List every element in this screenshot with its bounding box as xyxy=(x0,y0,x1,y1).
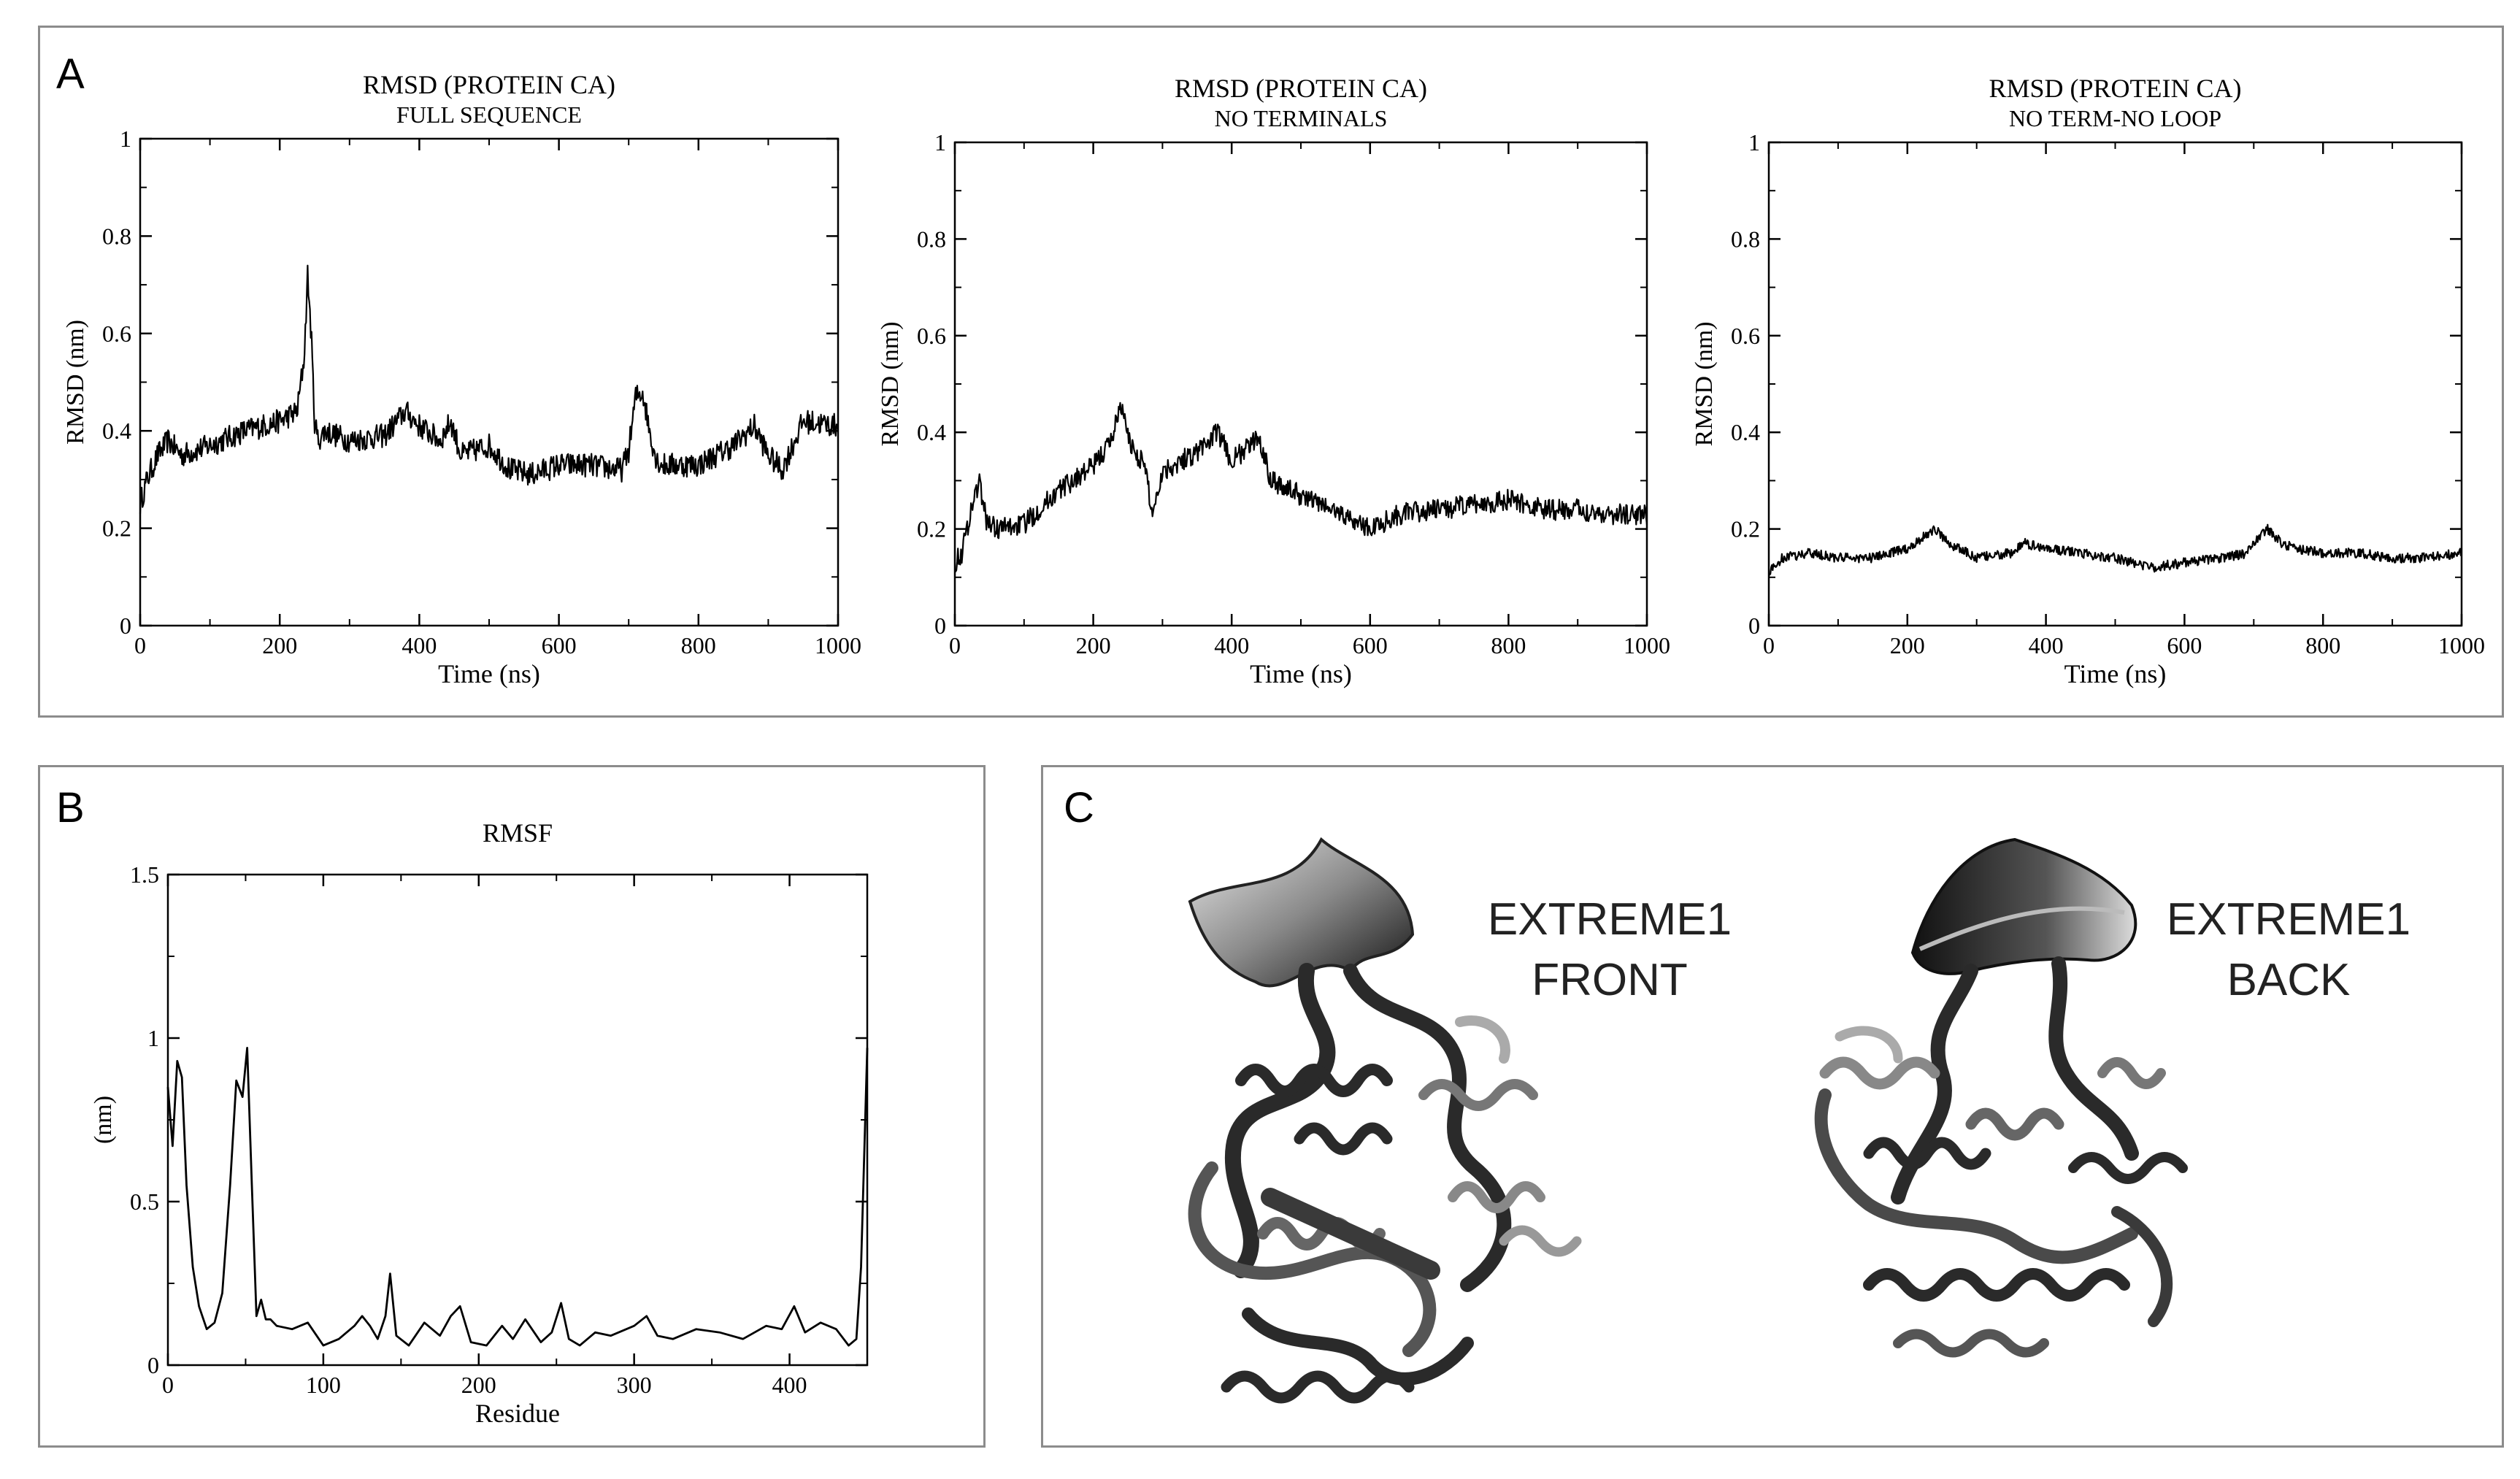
y-tick-label: 1 xyxy=(1748,129,1760,155)
chart-rmsf: 0 100 200 300 400 0 0.5 1 1.5 RMSF Residue (nm) xyxy=(90,818,869,1428)
y-tick-label: 0 xyxy=(120,612,131,639)
y-tick-label: 0.8 xyxy=(1731,226,1760,252)
x-tick-label: 300 xyxy=(617,1372,652,1398)
x-axis-label: Residue xyxy=(475,1399,560,1428)
y-axis-label: RMSD (nm) xyxy=(1691,322,1718,447)
x-tick-label: 400 xyxy=(2029,632,2064,658)
x-axis-label: Time (ns) xyxy=(438,659,540,688)
chart-rmsd_full: 0 200 400 600 800 1000 0 0.2 0.4 0.6 0.8 1 RMSD (PRO… xyxy=(62,70,861,688)
y-tick-label: 1 xyxy=(934,129,946,155)
series-line xyxy=(166,1047,869,1347)
front-flap xyxy=(1188,837,1415,988)
y-tick-label: 0.2 xyxy=(1731,516,1760,542)
back-label-line1: EXTREME1 xyxy=(2167,894,2410,945)
x-tick-label: 0 xyxy=(162,1372,174,1398)
x-tick-label: 0 xyxy=(949,632,961,658)
y-tick-label: 0.8 xyxy=(102,223,131,249)
x-tick-label: 600 xyxy=(1353,632,1388,658)
structure-front: EXTREME1 FRONT xyxy=(1188,837,1732,1404)
y-tick-label: 0.6 xyxy=(102,320,131,347)
x-tick-label: 600 xyxy=(2167,632,2202,658)
panel-b-letter: B xyxy=(56,784,85,831)
y-tick-label: 1 xyxy=(147,1025,159,1051)
y-tick-label: 0.4 xyxy=(917,419,946,445)
x-tick-label: 800 xyxy=(681,632,716,658)
series-line xyxy=(954,402,1648,572)
y-tick-label: 0.6 xyxy=(1731,323,1760,349)
panel-b: B xyxy=(38,765,986,1448)
x-axis-label: Time (ns) xyxy=(1250,659,1352,688)
back-flap xyxy=(1910,837,2137,975)
structure-back: EXTREME1 BACK xyxy=(1814,837,2410,1358)
y-tick-label: 1.5 xyxy=(130,861,159,888)
y-tick-label: 0.4 xyxy=(1731,419,1760,445)
y-axis-label: (nm) xyxy=(90,1096,117,1144)
x-tick-label: 600 xyxy=(542,632,577,658)
chart-title: RMSD (PROTEIN CA) xyxy=(1175,74,1427,103)
x-axis-label: Time (ns) xyxy=(2064,659,2167,688)
x-tick-label: 1000 xyxy=(1624,632,1670,658)
series-line xyxy=(139,264,840,514)
x-tick-label: 1000 xyxy=(815,632,861,658)
front-label-line1: EXTREME1 xyxy=(1488,894,1732,945)
x-tick-label: 800 xyxy=(2305,632,2340,658)
x-tick-label: 200 xyxy=(262,632,297,658)
x-tick-label: 400 xyxy=(772,1372,807,1398)
x-tick-label: 200 xyxy=(461,1372,496,1398)
series-line xyxy=(1767,523,2463,577)
panel-a: A xyxy=(38,26,2504,718)
y-axis-label: RMSD (nm) xyxy=(62,320,89,445)
x-tick-label: 200 xyxy=(1890,632,1925,658)
y-tick-label: 0.8 xyxy=(917,226,946,252)
panel-a-letter: A xyxy=(56,50,85,98)
y-tick-label: 0.4 xyxy=(102,418,131,444)
y-tick-label: 0 xyxy=(1748,612,1760,639)
y-tick-label: 0.6 xyxy=(917,323,946,349)
x-tick-label: 0 xyxy=(134,632,146,658)
y-tick-label: 0.2 xyxy=(917,516,946,542)
back-label-line2: BACK xyxy=(2227,955,2351,1005)
panel-c-letter: C xyxy=(1064,784,1094,831)
y-tick-label: 0 xyxy=(934,612,946,639)
x-tick-label: 0 xyxy=(1763,632,1775,658)
chart-title: RMSD (PROTEIN CA) xyxy=(363,70,615,99)
x-tick-label: 400 xyxy=(402,632,437,658)
y-tick-label: 0 xyxy=(147,1352,159,1378)
chart-title: RMSF xyxy=(483,818,553,848)
x-tick-label: 800 xyxy=(1491,632,1526,658)
y-tick-label: 0.2 xyxy=(102,515,131,542)
chart-subtitle: NO TERMINALS xyxy=(1215,105,1388,131)
y-tick-label: 1 xyxy=(120,126,131,152)
x-tick-label: 200 xyxy=(1076,632,1111,658)
x-tick-label: 1000 xyxy=(2438,632,2485,658)
chart-rmsd_noterm: 0 200 400 600 800 1000 0 0.2 0.4 0.6 0.8 1 RMSD (PRO… xyxy=(877,74,1670,688)
y-tick-label: 0.5 xyxy=(130,1188,159,1215)
x-tick-label: 100 xyxy=(306,1372,341,1398)
chart-rmsd_noloop: 0 200 400 600 800 1000 0 0.2 0.4 0.6 0.8 1 RMSD (PRO… xyxy=(1691,74,2485,688)
front-label-line2: FRONT xyxy=(1532,955,1688,1005)
y-axis-label: RMSD (nm) xyxy=(877,322,904,447)
chart-subtitle: NO TERM-NO LOOP xyxy=(2009,105,2221,131)
chart-title: RMSD (PROTEIN CA) xyxy=(1989,74,2241,103)
chart-subtitle: FULL SEQUENCE xyxy=(396,101,582,128)
x-tick-label: 400 xyxy=(1214,632,1249,658)
